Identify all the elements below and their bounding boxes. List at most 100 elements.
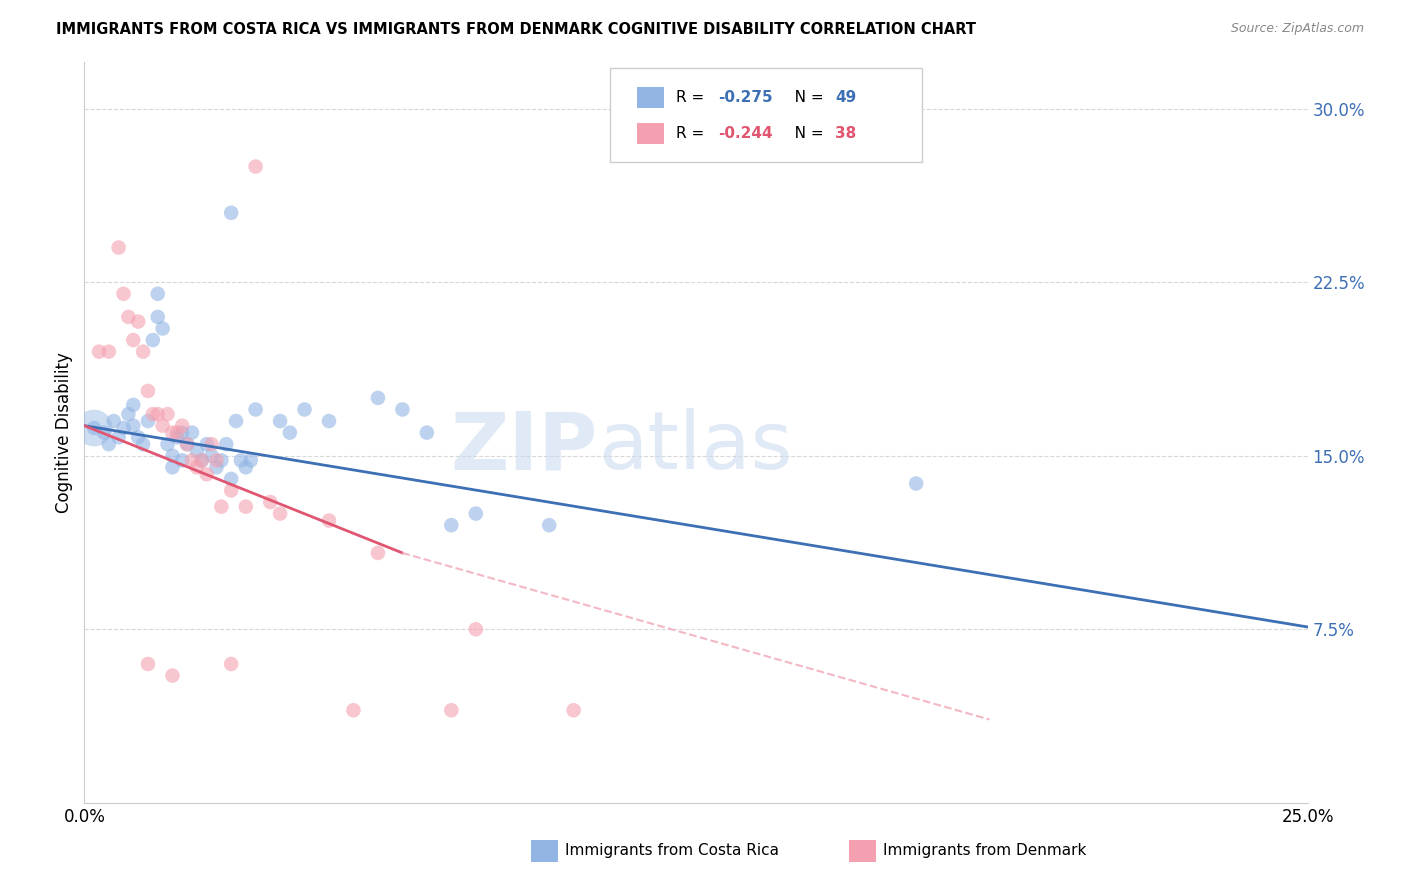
- Point: [127, 430, 149, 444]
- Point: [200, 449, 222, 463]
- Text: Immigrants from Costa Rica: Immigrants from Costa Rica: [565, 844, 779, 858]
- Point: [112, 286, 135, 301]
- Text: -0.244: -0.244: [718, 126, 773, 141]
- Point: [166, 425, 188, 440]
- Text: Immigrants from Denmark: Immigrants from Denmark: [883, 844, 1087, 858]
- Point: [186, 444, 208, 458]
- Point: [83, 421, 105, 435]
- FancyBboxPatch shape: [610, 68, 922, 162]
- Point: [440, 703, 463, 717]
- Text: 49: 49: [835, 90, 856, 105]
- Bar: [637, 123, 664, 144]
- Point: [132, 437, 155, 451]
- Point: [905, 476, 928, 491]
- Point: [225, 414, 247, 428]
- Point: [162, 460, 184, 475]
- Point: [464, 622, 486, 636]
- Y-axis label: Cognitive Disability: Cognitive Disability: [55, 352, 73, 513]
- Bar: [531, 840, 558, 862]
- Point: [205, 460, 228, 475]
- Point: [122, 333, 145, 347]
- Point: [367, 391, 389, 405]
- Text: R =: R =: [676, 90, 710, 105]
- Point: [318, 414, 340, 428]
- Point: [229, 453, 252, 467]
- Point: [132, 344, 155, 359]
- Point: [538, 518, 561, 533]
- Point: [215, 437, 238, 451]
- Point: [245, 402, 267, 417]
- Point: [172, 425, 194, 440]
- Text: IMMIGRANTS FROM COSTA RICA VS IMMIGRANTS FROM DENMARK COGNITIVE DISABILITY CORRE: IMMIGRANTS FROM COSTA RICA VS IMMIGRANTS…: [56, 22, 976, 37]
- Point: [117, 407, 139, 421]
- Point: [142, 407, 165, 421]
- Text: N =: N =: [780, 126, 830, 141]
- Point: [112, 421, 135, 435]
- Point: [152, 418, 174, 433]
- Point: [191, 453, 214, 467]
- Point: [191, 453, 214, 467]
- Point: [166, 430, 188, 444]
- Point: [235, 460, 257, 475]
- Point: [146, 407, 169, 421]
- Point: [391, 402, 413, 417]
- Point: [259, 495, 281, 509]
- Point: [176, 437, 198, 451]
- Point: [136, 384, 159, 398]
- Point: [103, 414, 125, 428]
- Point: [219, 206, 242, 220]
- Point: [93, 425, 115, 440]
- Text: R =: R =: [676, 126, 710, 141]
- Point: [172, 453, 194, 467]
- Point: [127, 314, 149, 328]
- Bar: [637, 87, 664, 108]
- Text: ZIP: ZIP: [451, 409, 598, 486]
- Text: 38: 38: [835, 126, 856, 141]
- Point: [269, 414, 291, 428]
- Point: [83, 421, 105, 435]
- Point: [136, 657, 159, 671]
- Point: [562, 703, 585, 717]
- Point: [245, 160, 267, 174]
- Point: [172, 418, 194, 433]
- Point: [107, 240, 129, 255]
- Point: [209, 453, 232, 467]
- Point: [122, 418, 145, 433]
- Point: [142, 333, 165, 347]
- Point: [318, 514, 340, 528]
- Point: [146, 286, 169, 301]
- Point: [464, 507, 486, 521]
- Point: [186, 460, 208, 475]
- Text: Source: ZipAtlas.com: Source: ZipAtlas.com: [1230, 22, 1364, 36]
- Point: [107, 430, 129, 444]
- Point: [156, 437, 179, 451]
- Point: [416, 425, 439, 440]
- Point: [294, 402, 316, 417]
- Point: [156, 407, 179, 421]
- Point: [162, 425, 184, 440]
- Point: [205, 453, 228, 467]
- Point: [239, 453, 262, 467]
- Text: -0.275: -0.275: [718, 90, 773, 105]
- Point: [136, 414, 159, 428]
- Text: atlas: atlas: [598, 409, 793, 486]
- Point: [269, 507, 291, 521]
- Point: [367, 546, 389, 560]
- Bar: [849, 840, 876, 862]
- Point: [152, 321, 174, 335]
- Point: [87, 344, 110, 359]
- Point: [278, 425, 301, 440]
- Point: [146, 310, 169, 324]
- Text: N =: N =: [780, 90, 830, 105]
- Point: [97, 437, 120, 451]
- Point: [219, 472, 242, 486]
- Point: [122, 398, 145, 412]
- Point: [235, 500, 257, 514]
- Point: [440, 518, 463, 533]
- Point: [195, 437, 218, 451]
- Point: [181, 425, 204, 440]
- Point: [219, 657, 242, 671]
- Point: [162, 668, 184, 682]
- Point: [342, 703, 364, 717]
- Point: [181, 453, 204, 467]
